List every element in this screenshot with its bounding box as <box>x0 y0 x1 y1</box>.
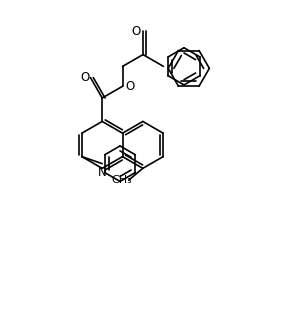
Text: N: N <box>98 166 107 179</box>
Text: O: O <box>125 80 134 93</box>
Text: O: O <box>80 71 89 84</box>
Text: CH₃: CH₃ <box>111 175 132 185</box>
Text: O: O <box>131 25 140 38</box>
